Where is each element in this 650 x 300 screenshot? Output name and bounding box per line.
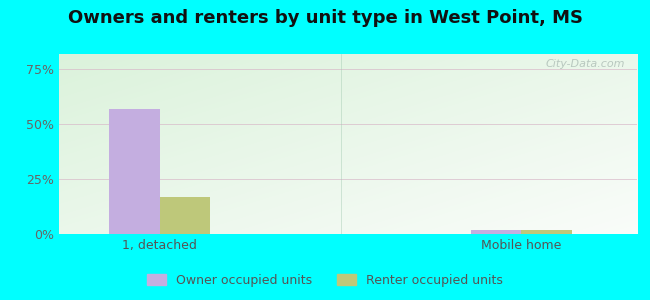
- Legend: Owner occupied units, Renter occupied units: Owner occupied units, Renter occupied un…: [144, 270, 506, 291]
- Bar: [471, 230, 521, 234]
- Bar: [160, 197, 211, 234]
- Text: City-Data.com: City-Data.com: [546, 59, 625, 69]
- Text: Owners and renters by unit type in West Point, MS: Owners and renters by unit type in West …: [68, 9, 582, 27]
- Bar: [521, 230, 572, 234]
- Bar: [109, 109, 160, 234]
